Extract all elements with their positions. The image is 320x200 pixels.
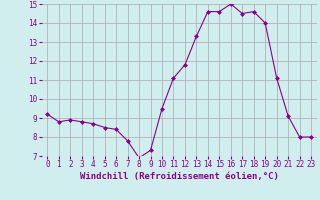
X-axis label: Windchill (Refroidissement éolien,°C): Windchill (Refroidissement éolien,°C)	[80, 172, 279, 181]
